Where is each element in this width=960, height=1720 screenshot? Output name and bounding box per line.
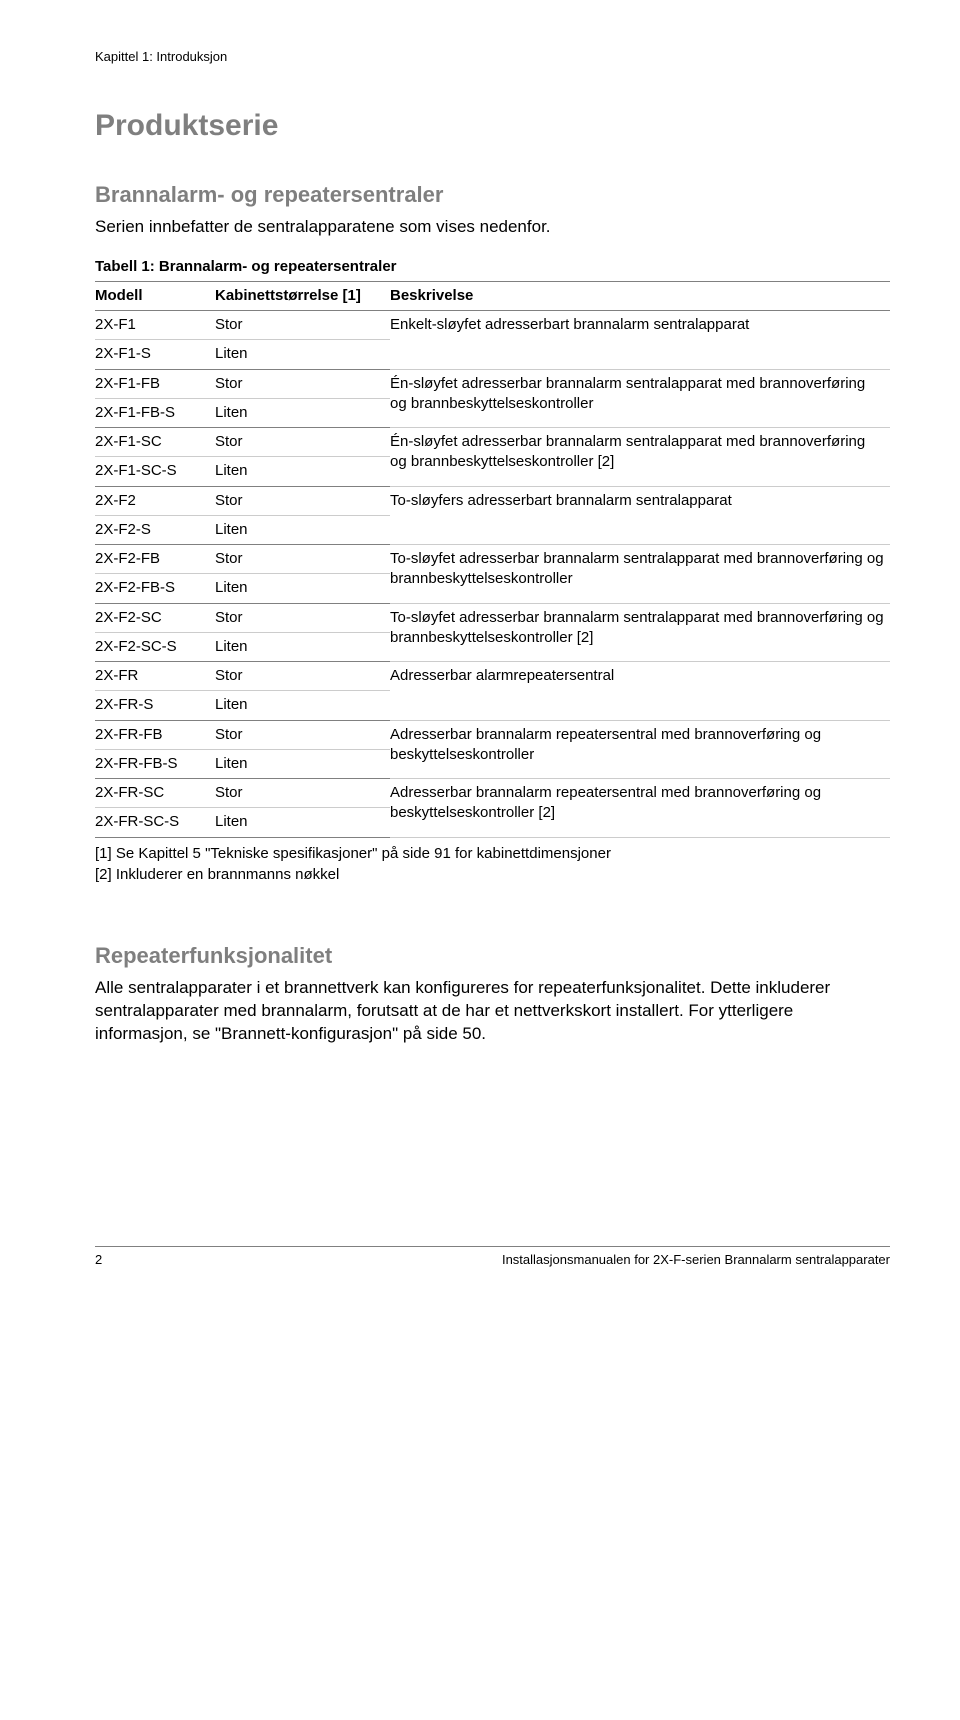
intro-text: Serien innbefatter de sentralapparatene … xyxy=(95,216,890,239)
cell-model: 2X-F1-SC xyxy=(95,428,215,457)
cell-size: Stor xyxy=(215,311,390,340)
cell-size: Liten xyxy=(215,691,390,720)
cell-description: Adresserbar alarmrepeatersentral xyxy=(390,662,890,721)
cell-model: 2X-F1-FB-S xyxy=(95,398,215,427)
cell-size: Stor xyxy=(215,428,390,457)
cell-description: Én-sløyfet adresserbar brannalarm sentra… xyxy=(390,428,890,487)
table-row: 2X-F1StorEnkelt-sløyfet adresserbart bra… xyxy=(95,311,890,340)
cell-model: 2X-FR-SC-S xyxy=(95,808,215,837)
cell-size: Stor xyxy=(215,662,390,691)
col-header-size: Kabinettstørrelse [1] xyxy=(215,281,390,310)
cell-description: To-sløyfers adresserbart brannalarm sent… xyxy=(390,486,890,545)
cell-model: 2X-F2-SC xyxy=(95,603,215,632)
cell-model: 2X-F2-FB xyxy=(95,545,215,574)
page-footer: 2 Installasjonsmanualen for 2X-F-serien … xyxy=(95,1246,890,1269)
table-notes: [1] Se Kapittel 5 "Tekniske spesifikasjo… xyxy=(95,844,890,886)
cell-model: 2X-F1-FB xyxy=(95,369,215,398)
cell-size: Stor xyxy=(215,720,390,749)
table-row: 2X-F1-FBStorÉn-sløyfet adresserbar brann… xyxy=(95,369,890,398)
cell-size: Liten xyxy=(215,398,390,427)
cell-model: 2X-F1-S xyxy=(95,340,215,369)
cell-size: Liten xyxy=(215,457,390,486)
cell-size: Stor xyxy=(215,369,390,398)
cell-model: 2X-F2-S xyxy=(95,515,215,544)
table-row: 2X-FRStorAdresserbar alarmrepeatersentra… xyxy=(95,662,890,691)
table-row: 2X-FR-FBStorAdresserbar brannalarm repea… xyxy=(95,720,890,749)
section-title: Produktserie xyxy=(95,106,890,147)
cell-size: Stor xyxy=(215,545,390,574)
table-row: 2X-FR-SCStorAdresserbar brannalarm repea… xyxy=(95,779,890,808)
footer-doc-title: Installasjonsmanualen for 2X-F-serien Br… xyxy=(502,1251,890,1269)
table-row: 2X-F2StorTo-sløyfers adresserbart branna… xyxy=(95,486,890,515)
cell-size: Liten xyxy=(215,574,390,603)
cell-size: Liten xyxy=(215,632,390,661)
cell-model: 2X-FR-S xyxy=(95,691,215,720)
cell-size: Stor xyxy=(215,779,390,808)
table-row: 2X-F1-SCStorÉn-sløyfet adresserbar brann… xyxy=(95,428,890,457)
table-caption: Tabell 1: Brannalarm- og repeatersentral… xyxy=(95,257,890,277)
cell-description: Én-sløyfet adresserbar brannalarm sentra… xyxy=(390,369,890,428)
page-number: 2 xyxy=(95,1251,102,1269)
cell-model: 2X-F2 xyxy=(95,486,215,515)
subsection-title: Brannalarm- og repeatersentraler xyxy=(95,180,890,210)
cell-size: Liten xyxy=(215,808,390,837)
cell-size: Liten xyxy=(215,749,390,778)
cell-size: Liten xyxy=(215,340,390,369)
cell-size: Stor xyxy=(215,603,390,632)
chapter-header: Kapittel 1: Introduksjon xyxy=(95,48,890,66)
cell-model: 2X-F2-FB-S xyxy=(95,574,215,603)
cell-model: 2X-F2-SC-S xyxy=(95,632,215,661)
cell-description: To-sløyfet adresserbar brannalarm sentra… xyxy=(390,603,890,662)
table-note: [1] Se Kapittel 5 "Tekniske spesifikasjo… xyxy=(95,844,890,864)
repeater-title: Repeaterfunksjonalitet xyxy=(95,941,890,971)
cell-model: 2X-FR xyxy=(95,662,215,691)
cell-model: 2X-F1-SC-S xyxy=(95,457,215,486)
cell-model: 2X-FR-SC xyxy=(95,779,215,808)
cell-description: Enkelt-sløyfet adresserbart brannalarm s… xyxy=(390,311,890,370)
table-row: 2X-F2-FBStorTo-sløyfet adresserbar brann… xyxy=(95,545,890,574)
cell-description: To-sløyfet adresserbar brannalarm sentra… xyxy=(390,545,890,604)
cell-model: 2X-F1 xyxy=(95,311,215,340)
repeater-text: Alle sentralapparater i et brannettverk … xyxy=(95,977,890,1046)
cell-model: 2X-FR-FB-S xyxy=(95,749,215,778)
cell-size: Liten xyxy=(215,515,390,544)
table-note: [2] Inkluderer en brannmanns nøkkel xyxy=(95,865,890,885)
cell-description: Adresserbar brannalarm repeatersentral m… xyxy=(390,720,890,779)
cell-size: Stor xyxy=(215,486,390,515)
cell-model: 2X-FR-FB xyxy=(95,720,215,749)
col-header-model: Modell xyxy=(95,281,215,310)
product-table: Modell Kabinettstørrelse [1] Beskrivelse… xyxy=(95,281,890,838)
cell-description: Adresserbar brannalarm repeatersentral m… xyxy=(390,779,890,838)
col-header-desc: Beskrivelse xyxy=(390,281,890,310)
table-row: 2X-F2-SCStorTo-sløyfet adresserbar brann… xyxy=(95,603,890,632)
